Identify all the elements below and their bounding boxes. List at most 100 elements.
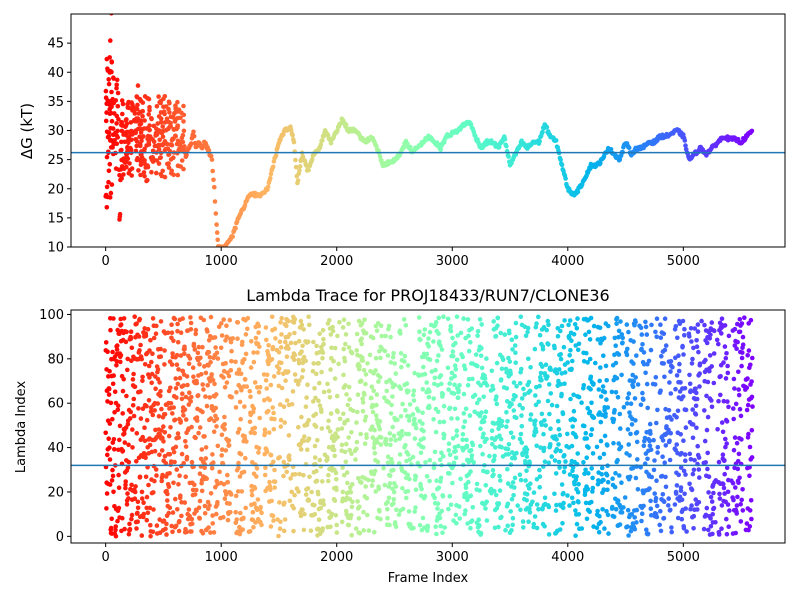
lambda-point xyxy=(291,528,296,534)
lambda-point xyxy=(716,532,722,537)
lambda-point xyxy=(429,369,435,374)
delta-g-point xyxy=(318,142,324,147)
lambda-point xyxy=(226,373,232,379)
lambda-point xyxy=(222,414,227,420)
lambda-point xyxy=(708,494,714,500)
lambda-point xyxy=(695,329,701,334)
lambda-point xyxy=(725,370,731,376)
lambda-x-ticks: 0 1000 2000 3000 4000 5000 xyxy=(102,543,700,565)
lambda-point xyxy=(236,367,242,373)
lambda-point xyxy=(360,400,366,405)
lambda-point xyxy=(116,505,122,511)
lambda-point xyxy=(612,407,617,413)
lambda-point xyxy=(344,441,349,447)
x-tick-label: 1000 xyxy=(205,550,238,565)
lambda-point xyxy=(526,486,532,491)
lambda-point xyxy=(540,364,545,369)
delta-g-point xyxy=(504,143,509,149)
lambda-point xyxy=(206,349,212,355)
lambda-point xyxy=(140,374,145,380)
lambda-point xyxy=(126,442,131,448)
lambda-point xyxy=(552,345,557,351)
lambda-point xyxy=(144,505,149,511)
lambda-point xyxy=(127,416,133,421)
delta-g-point xyxy=(168,114,174,120)
lambda-point xyxy=(531,521,537,527)
lambda-point xyxy=(398,331,403,336)
lambda-point xyxy=(390,394,395,399)
lambda-point xyxy=(652,382,658,387)
lambda-point xyxy=(159,448,165,453)
lambda-point xyxy=(181,383,186,388)
x-tick-label: 2000 xyxy=(320,254,353,269)
lambda-point xyxy=(736,451,742,457)
lambda-point xyxy=(183,474,188,480)
lambda-point xyxy=(576,499,581,505)
lambda-point xyxy=(287,457,292,463)
lambda-point xyxy=(662,316,668,322)
lambda-point xyxy=(705,379,711,385)
lambda-point xyxy=(552,458,558,463)
lambda-point xyxy=(305,447,310,453)
lambda-point xyxy=(505,501,511,507)
lambda-point xyxy=(138,389,143,394)
lambda-point xyxy=(193,327,199,333)
lambda-point xyxy=(136,406,141,411)
delta-g-point xyxy=(140,113,145,119)
lambda-point xyxy=(376,379,381,384)
lambda-point xyxy=(210,513,215,518)
lambda-point xyxy=(252,380,258,385)
lambda-point xyxy=(613,360,619,366)
lambda-point xyxy=(514,450,519,456)
lambda-point xyxy=(215,499,220,505)
lambda-point xyxy=(108,400,114,406)
lambda-point xyxy=(120,515,125,521)
lambda-point xyxy=(723,376,729,381)
lambda-point xyxy=(739,355,745,361)
lambda-point xyxy=(284,469,290,475)
lambda-point xyxy=(241,515,246,521)
lambda-point xyxy=(337,319,342,325)
lambda-point xyxy=(544,327,549,333)
lambda-point xyxy=(571,392,576,398)
lambda-point xyxy=(378,355,383,361)
lambda-point xyxy=(407,476,412,482)
lambda-point xyxy=(457,383,462,388)
lambda-point xyxy=(336,361,341,367)
lambda-point xyxy=(588,387,593,392)
lambda-point xyxy=(584,436,590,441)
lambda-point xyxy=(174,467,180,472)
lambda-point xyxy=(740,334,746,340)
lambda-point xyxy=(649,474,654,480)
lambda-point xyxy=(293,472,298,477)
lambda-point xyxy=(597,455,603,461)
lambda-point xyxy=(604,378,609,383)
lambda-point xyxy=(475,329,481,334)
lambda-point xyxy=(625,524,630,529)
lambda-point xyxy=(689,339,694,344)
lambda-point xyxy=(669,525,674,530)
lambda-point xyxy=(377,426,383,432)
lambda-point xyxy=(613,507,619,512)
lambda-point xyxy=(258,504,263,510)
lambda-point xyxy=(205,383,210,388)
lambda-point xyxy=(654,334,659,340)
lambda-point xyxy=(510,515,516,521)
lambda-point xyxy=(153,467,159,472)
lambda-point xyxy=(505,446,511,452)
delta-g-point xyxy=(343,122,349,127)
lambda-point xyxy=(541,445,547,451)
lambda-point xyxy=(460,354,466,360)
lambda-point xyxy=(644,527,649,532)
lambda-point xyxy=(567,353,572,358)
lambda-point xyxy=(498,478,503,483)
lambda-point xyxy=(328,367,333,372)
lambda-point xyxy=(152,478,157,484)
lambda-point xyxy=(264,449,270,455)
lambda-point xyxy=(373,489,379,494)
lambda-point xyxy=(678,465,684,470)
lambda-point xyxy=(534,502,540,507)
lambda-point xyxy=(583,332,588,338)
lambda-point xyxy=(735,458,741,464)
lambda-point xyxy=(628,528,634,534)
